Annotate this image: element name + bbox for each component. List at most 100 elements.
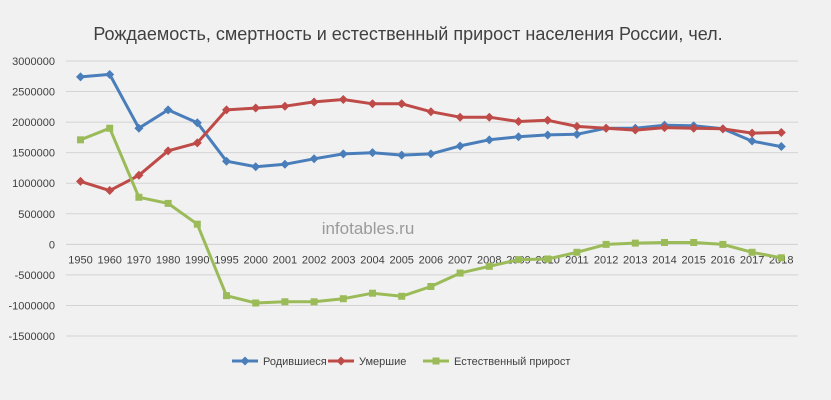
data-point [485, 135, 494, 144]
data-point [777, 142, 786, 151]
data-point [514, 117, 523, 126]
x-tick-label: 2013 [623, 254, 647, 266]
data-point [778, 254, 785, 261]
y-tick-label: 1500000 [12, 148, 55, 160]
y-tick-label: 3000000 [12, 56, 55, 68]
data-point [251, 162, 260, 171]
data-point [106, 125, 113, 132]
data-point [280, 160, 289, 169]
legend-label: Умершие [359, 356, 406, 368]
y-tick-label: 2000000 [12, 117, 55, 129]
x-tick-label: 1980 [156, 254, 180, 266]
y-axis-tick-labels: 3000000 2500000 2000000 1500000 1000000 50000… [9, 56, 56, 343]
legend-item: Естественный прирост [423, 356, 570, 368]
y-tick-label: 0 [49, 239, 55, 251]
legend-marker [241, 357, 250, 366]
legend: Родившиеся Умершие Естественный прирост [232, 356, 570, 368]
data-point [543, 116, 552, 125]
x-tick-label: 2017 [740, 254, 764, 266]
data-point [76, 177, 85, 186]
data-point [690, 239, 697, 246]
x-tick-label: 1995 [214, 254, 238, 266]
line-chart-svg: 3000000250000020000001500000100000050000… [0, 0, 831, 400]
data-point [398, 293, 405, 300]
grid-lines [66, 61, 798, 336]
data-point [165, 200, 172, 207]
data-point [486, 263, 493, 270]
data-point [397, 99, 406, 108]
data-point [457, 270, 464, 277]
data-point [456, 113, 465, 122]
data-point [252, 300, 259, 307]
x-tick-label: 1970 [127, 254, 151, 266]
legend-item: Умершие [328, 356, 406, 368]
data-point [777, 128, 786, 137]
data-point [749, 249, 756, 256]
data-point [718, 124, 727, 133]
series-1 [76, 70, 786, 171]
legend-item: Родившиеся [232, 356, 327, 368]
y-tick-label: 500000 [18, 209, 55, 221]
data-point [281, 298, 288, 305]
x-tick-label: 2004 [360, 254, 384, 266]
data-point [661, 239, 668, 246]
data-point [456, 141, 465, 150]
x-tick-label: 2002 [302, 254, 326, 266]
data-point [397, 151, 406, 160]
x-tick-label: 2001 [273, 254, 297, 266]
x-tick-label: 2011 [565, 254, 589, 266]
series-lines [76, 70, 786, 307]
data-point [602, 124, 611, 133]
data-point [339, 149, 348, 158]
data-point [485, 113, 494, 122]
y-tick-label: 2500000 [12, 87, 55, 99]
data-point [368, 148, 377, 157]
data-point [76, 72, 85, 81]
data-point [719, 241, 726, 248]
legend-marker [433, 358, 440, 365]
data-point [194, 221, 201, 228]
data-point [748, 137, 757, 146]
x-tick-label: 1960 [97, 254, 121, 266]
x-tick-label: 2014 [652, 254, 676, 266]
data-point [223, 292, 230, 299]
data-point [427, 283, 434, 290]
data-point [280, 102, 289, 111]
data-point [603, 241, 610, 248]
x-tick-label: 2015 [681, 254, 705, 266]
data-point [251, 104, 260, 113]
x-tick-label: 2005 [389, 254, 413, 266]
legend-label: Родившиеся [263, 356, 327, 368]
data-point [572, 122, 581, 131]
x-tick-label: 2012 [594, 254, 618, 266]
y-tick-label: -1000000 [9, 300, 56, 312]
legend-marker [337, 357, 346, 366]
data-point [340, 295, 347, 302]
data-point [544, 256, 551, 263]
legend-label: Естественный прирост [454, 356, 570, 368]
data-point [339, 95, 348, 104]
x-tick-label: 2003 [331, 254, 355, 266]
chart: 3000000 2500000 2000000 1500000 1000000 50000… [0, 0, 831, 400]
data-point [426, 107, 435, 116]
x-tick-label: 2000 [243, 254, 267, 266]
data-point [573, 249, 580, 256]
data-point [310, 154, 319, 163]
data-point [77, 136, 84, 143]
watermark: infotables.ru [322, 219, 415, 238]
data-point [135, 194, 142, 201]
data-point [310, 97, 319, 106]
data-point [426, 149, 435, 158]
x-tick-label: 2016 [711, 254, 735, 266]
chart-title: Рождаемость, смертность и естественный п… [93, 24, 722, 44]
data-point [368, 99, 377, 108]
data-point [369, 290, 376, 297]
x-tick-label: 2007 [448, 254, 472, 266]
x-tick-label: 1950 [68, 254, 92, 266]
data-point [748, 129, 757, 138]
x-tick-label: 1990 [185, 254, 209, 266]
data-point [311, 298, 318, 305]
data-point [572, 130, 581, 139]
y-tick-label: -1500000 [9, 331, 56, 343]
x-tick-label: 2006 [419, 254, 443, 266]
